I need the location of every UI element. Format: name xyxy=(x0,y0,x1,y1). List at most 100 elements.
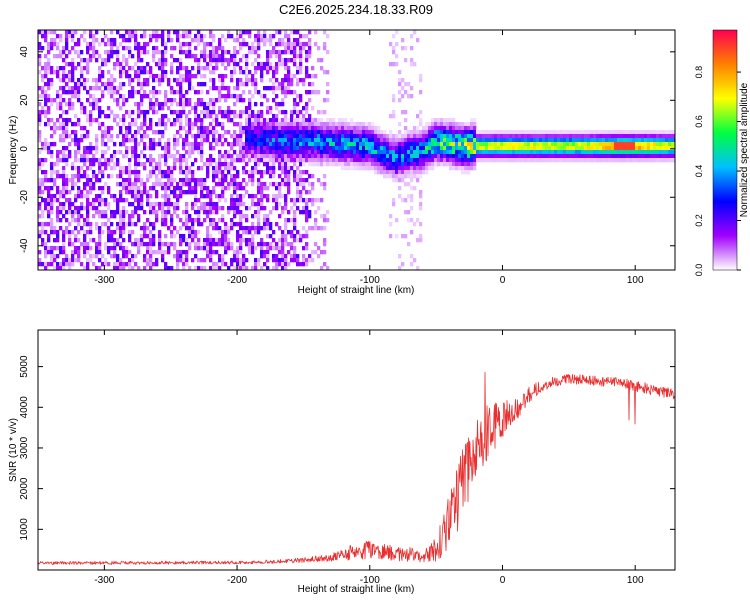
heatmap-cell xyxy=(296,94,300,99)
heatmap-cell xyxy=(278,118,282,123)
heatmap-cell xyxy=(560,138,564,143)
heatmap-cell xyxy=(200,258,204,263)
heatmap-cell xyxy=(665,146,669,151)
heatmap-cell xyxy=(284,86,288,91)
heatmap-cell xyxy=(419,78,423,83)
heatmap-cell xyxy=(176,202,180,207)
heatmap-cell xyxy=(182,30,186,35)
heatmap-cell xyxy=(152,142,156,147)
heatmap-cell xyxy=(194,246,198,251)
heatmap-cell xyxy=(275,66,279,71)
heatmap-cell xyxy=(407,170,411,175)
heatmap-cell xyxy=(434,126,438,131)
heatmap-cell xyxy=(653,138,657,143)
heatmap-cell xyxy=(398,122,402,127)
heatmap-cell xyxy=(560,130,564,135)
heatmap-cell xyxy=(398,154,402,159)
heatmap-cell xyxy=(164,234,168,239)
heatmap-cell xyxy=(314,250,318,255)
heatmap-cell xyxy=(248,30,252,35)
heatmap-cell xyxy=(425,166,429,171)
heatmap-cell xyxy=(302,258,306,263)
heatmap-cell xyxy=(395,158,399,163)
heatmap-cell xyxy=(281,118,285,123)
heatmap-cell xyxy=(206,210,210,215)
heatmap-cell xyxy=(431,150,435,155)
heatmap-cell xyxy=(512,158,516,163)
heatmap-cell xyxy=(338,122,342,127)
heatmap-cell xyxy=(197,146,201,151)
heatmap-cell xyxy=(149,162,153,167)
heatmap-cell xyxy=(110,174,114,179)
heatmap-cell xyxy=(242,110,246,115)
heatmap-cell xyxy=(185,74,189,79)
heatmap-cell xyxy=(284,94,288,99)
heatmap-cell xyxy=(275,126,279,131)
heatmap-cell xyxy=(398,70,402,75)
heatmap-cell xyxy=(116,158,120,163)
heatmap-cell xyxy=(254,38,258,43)
heatmap-cell xyxy=(164,202,168,207)
heatmap-cell xyxy=(197,62,201,67)
heatmap-cell xyxy=(245,226,249,231)
heatmap-cell xyxy=(656,146,660,151)
heatmap-cell xyxy=(434,162,438,167)
heatmap-cell xyxy=(641,138,645,143)
heatmap-cell xyxy=(74,82,78,87)
heatmap-cell xyxy=(191,174,195,179)
heatmap-cell xyxy=(308,258,312,263)
heatmap-cell xyxy=(563,158,567,163)
heatmap-cell xyxy=(281,90,285,95)
heatmap-cell xyxy=(209,146,213,151)
heatmap-cell xyxy=(278,202,282,207)
heatmap-cell xyxy=(521,138,525,143)
heatmap-cell xyxy=(242,54,246,59)
heatmap-cell xyxy=(89,86,93,91)
heatmap-cell xyxy=(236,258,240,263)
heatmap-cell xyxy=(299,262,303,267)
heatmap-cell xyxy=(263,134,267,139)
heatmap-cell xyxy=(416,126,420,131)
heatmap-cell xyxy=(596,158,600,163)
heatmap-cell xyxy=(251,266,255,270)
heatmap-cell xyxy=(98,170,102,175)
heatmap-cell xyxy=(212,146,216,151)
heatmap-cell xyxy=(125,70,129,75)
heatmap-cell xyxy=(161,218,165,223)
heatmap-cell xyxy=(119,234,123,239)
heatmap-cell xyxy=(167,242,171,247)
heatmap-cell xyxy=(113,246,117,251)
heatmap-cell xyxy=(209,54,213,59)
heatmap-cell xyxy=(170,174,174,179)
heatmap-cell xyxy=(158,138,162,143)
heatmap-cell xyxy=(164,158,168,163)
heatmap-cell xyxy=(191,170,195,175)
heatmap-cell xyxy=(149,234,153,239)
heatmap-cell xyxy=(161,222,165,227)
heatmap-cell xyxy=(191,74,195,79)
heatmap-cell xyxy=(56,190,60,195)
heatmap-cell xyxy=(89,54,93,59)
heatmap-cell xyxy=(653,150,657,155)
heatmap-cell xyxy=(599,142,603,147)
heatmap-cell xyxy=(473,122,477,127)
heatmap-cell xyxy=(311,66,315,71)
heatmap-cell xyxy=(80,126,84,131)
heatmap-cell xyxy=(614,134,618,139)
heatmap-cell xyxy=(239,122,243,127)
heatmap-cell xyxy=(581,134,585,139)
heatmap-cell xyxy=(320,158,324,163)
heatmap-cell xyxy=(575,138,579,143)
heatmap-cell xyxy=(554,150,558,155)
heatmap-cell xyxy=(47,50,51,55)
heatmap-cell xyxy=(251,226,255,231)
heatmap-cell xyxy=(269,154,273,159)
heatmap-cell xyxy=(404,234,408,239)
heatmap-cell xyxy=(278,62,282,67)
heatmap-cell xyxy=(209,34,213,39)
heatmap-cell xyxy=(407,82,411,87)
heatmap-cell xyxy=(200,130,204,135)
heatmap-cell xyxy=(350,166,354,171)
heatmap-cell xyxy=(293,150,297,155)
heatmap-cell xyxy=(407,210,411,215)
